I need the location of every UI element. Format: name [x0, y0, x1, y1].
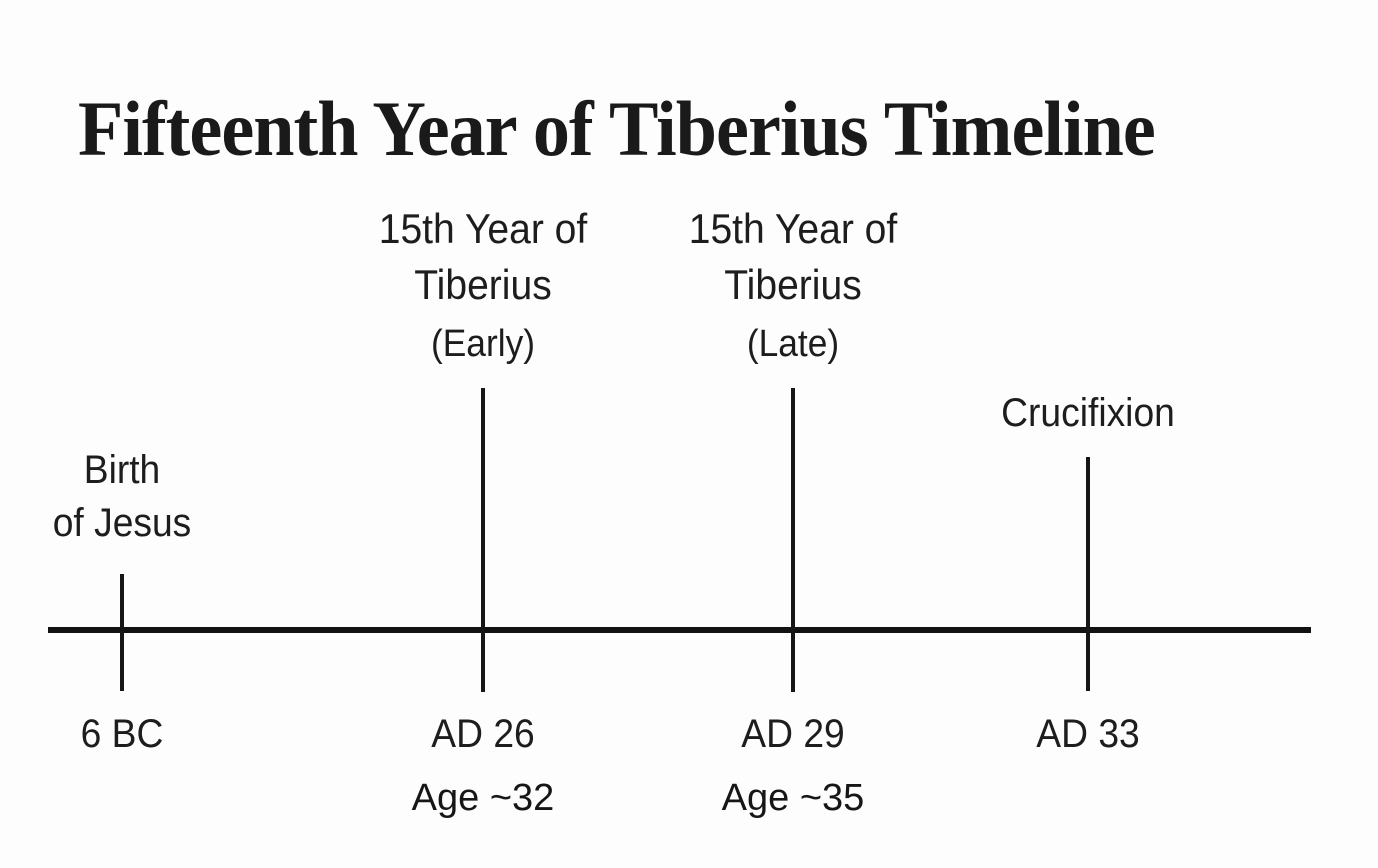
year-label: AD 33	[1036, 712, 1140, 756]
event-label: Crucifixion	[1001, 386, 1175, 441]
age-label: Age ~35	[721, 777, 865, 819]
event-tick	[1086, 457, 1090, 691]
event-tick	[481, 388, 485, 692]
event-tick	[791, 388, 795, 692]
timeline-axis	[48, 627, 1311, 633]
year-label: AD 29	[741, 712, 845, 756]
age-label: Age ~32	[411, 777, 555, 819]
event-sublabel: (Early)	[430, 323, 536, 365]
event-label-line2: of Jesus	[52, 501, 192, 545]
event-label-line1: Birth	[83, 448, 161, 492]
year-label: 6 BC	[80, 712, 164, 756]
event-label: 15th Year of Tiberius (Late)	[689, 201, 898, 367]
event-label-line2: Tiberius	[724, 261, 862, 308]
event-label: 15th Year of Tiberius (Early)	[379, 201, 588, 367]
event-sublabel: (Late)	[746, 323, 840, 365]
event-label-line1: 15th Year of	[688, 205, 898, 252]
year-label: AD 26	[431, 712, 535, 756]
event-label-line1: 15th Year of	[378, 205, 588, 252]
event-label-line1: Crucifixion	[1001, 391, 1175, 435]
event-tick	[120, 574, 124, 691]
event-label-line2: Tiberius	[414, 261, 552, 308]
page-title: Fifteenth Year of Tiberius Timeline	[78, 85, 1156, 173]
event-label: Birth of Jesus	[53, 444, 192, 550]
